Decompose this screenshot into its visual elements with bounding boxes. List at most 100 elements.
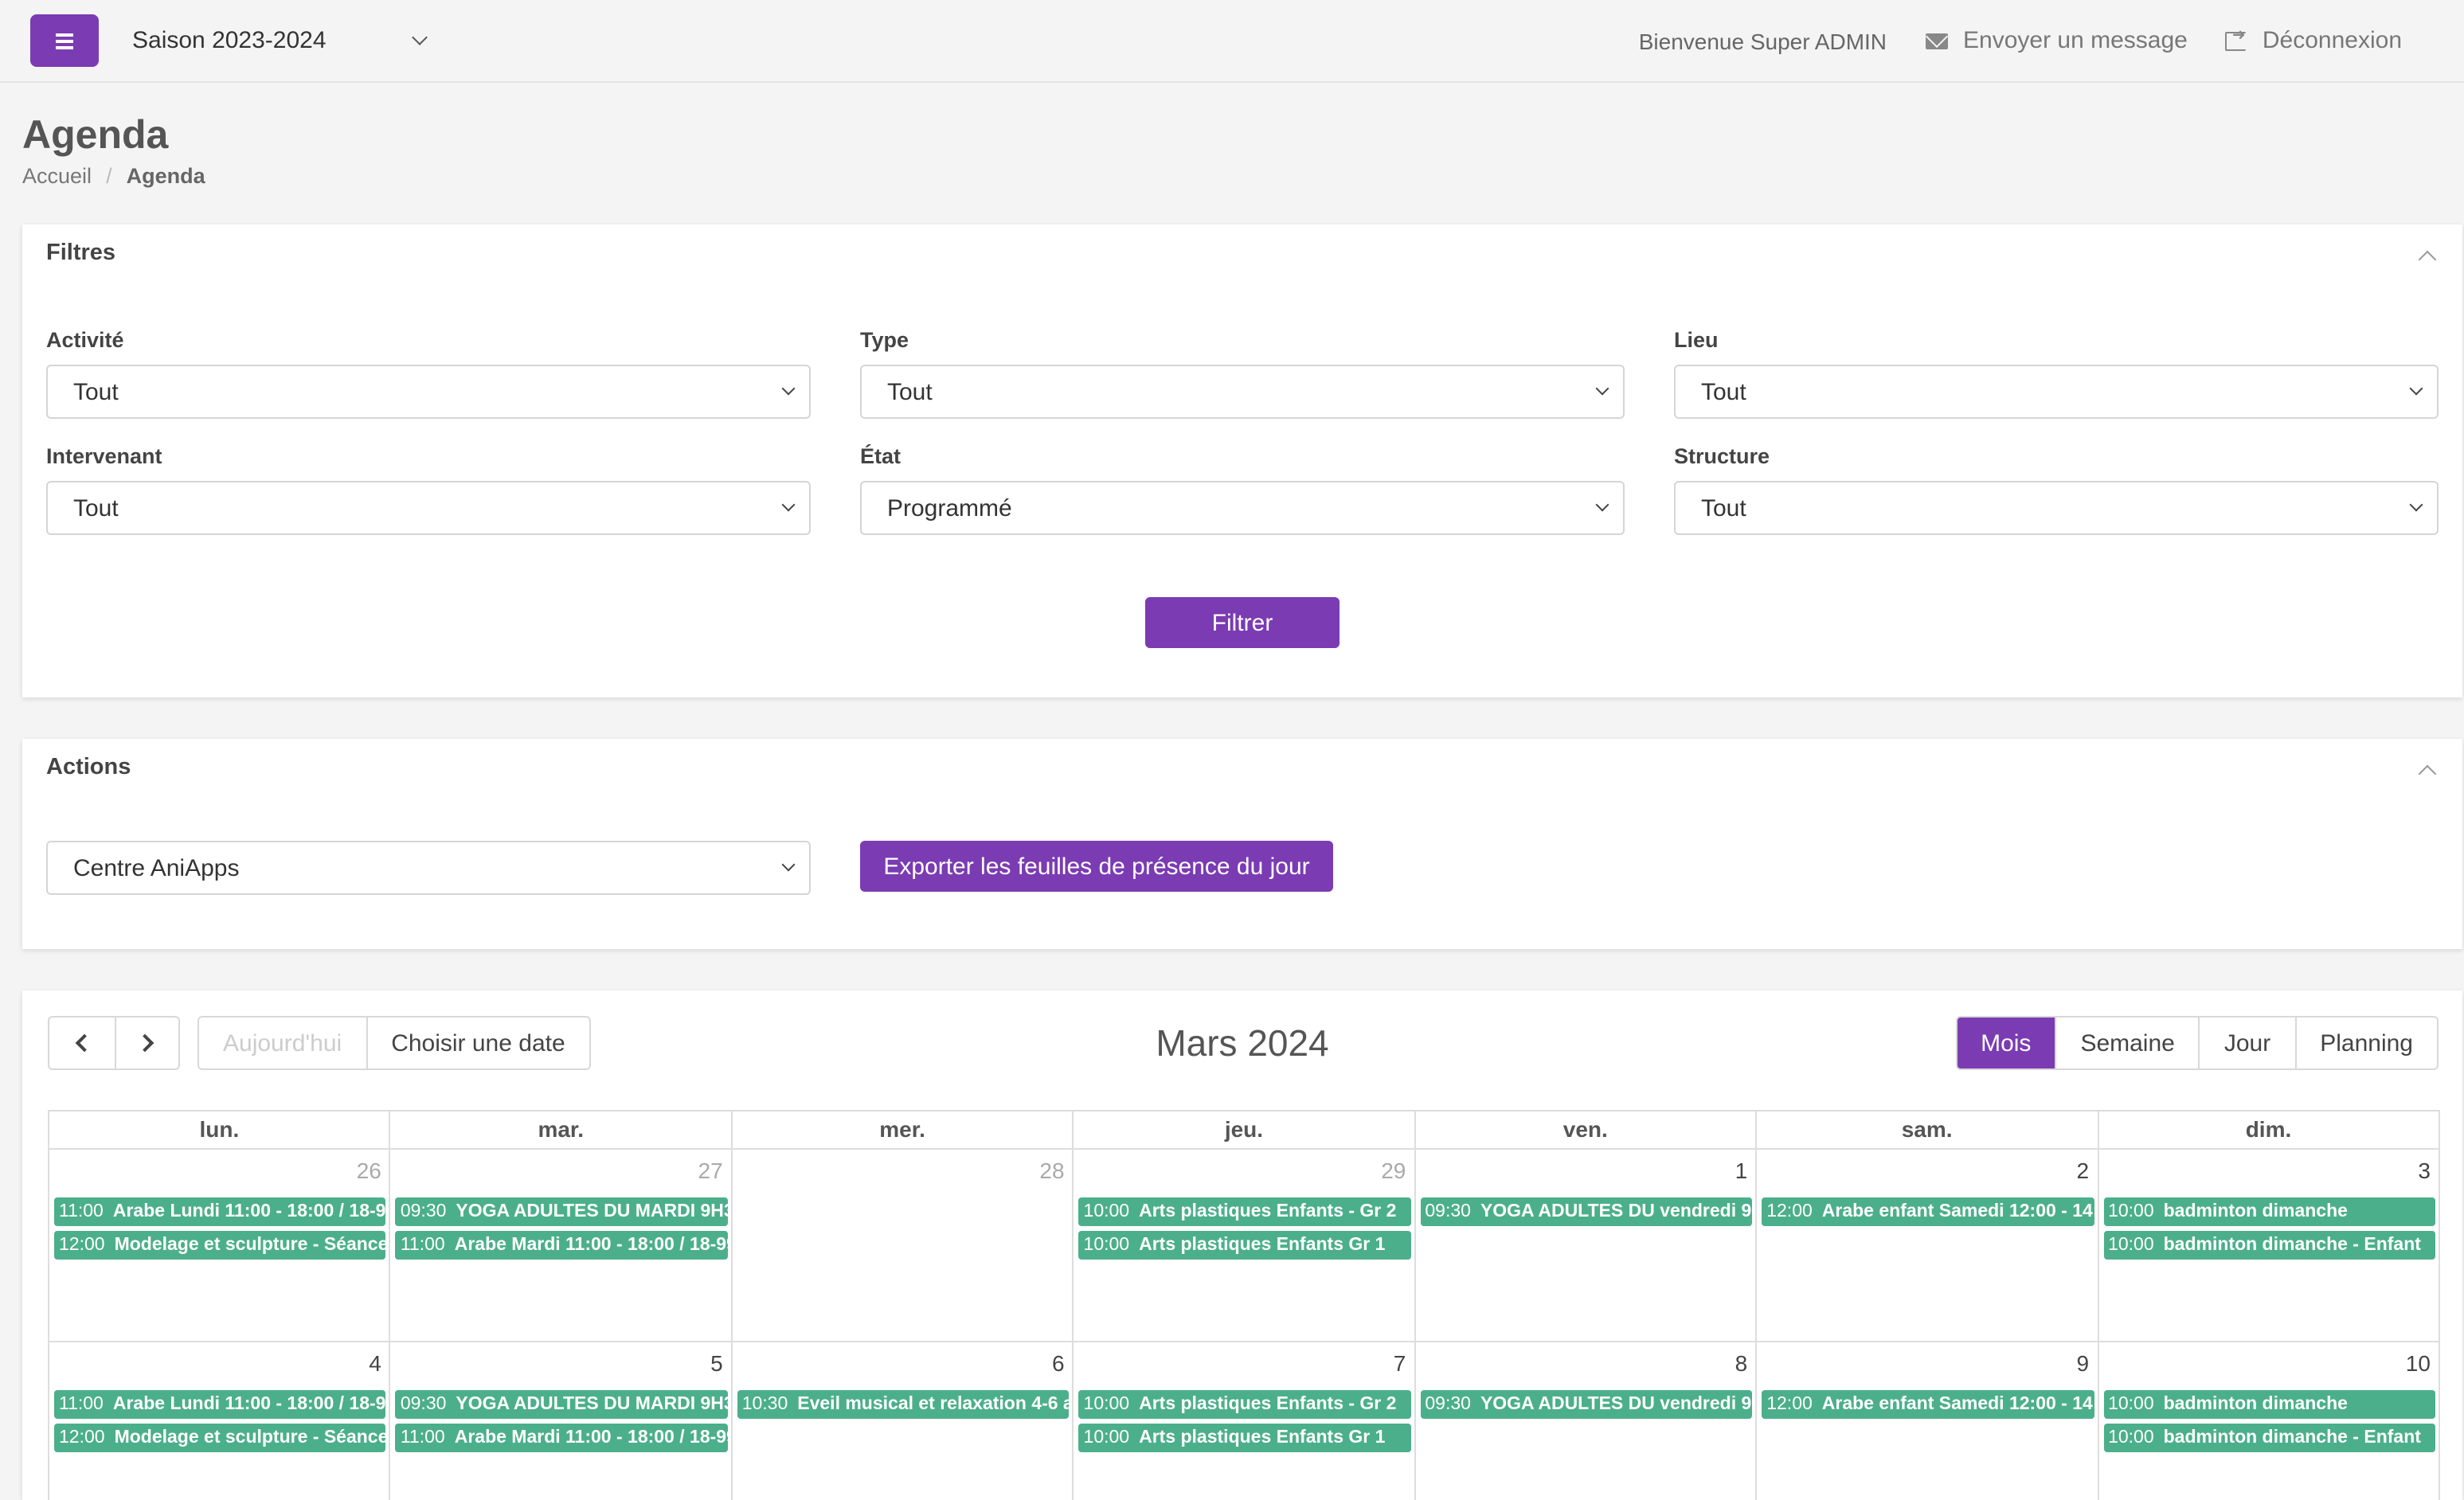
calendar-event[interactable]: 11:00 Arabe Mardi 11:00 - 18:00 / 18-99: [395, 1424, 728, 1452]
calendar-event[interactable]: 12:00 Modelage et sculpture - Séance: [54, 1424, 386, 1452]
calendar-day-cell[interactable]: 2 12:00 Arabe enfant Samedi 12:00 - 14:00: [1757, 1150, 2099, 1341]
event-time: 09:30: [400, 1202, 447, 1221]
welcome-text: Bienvenue Super ADMIN: [1638, 28, 1887, 53]
export-attendance-button[interactable]: Exporter les feuilles de présence du jou…: [860, 841, 1333, 892]
breadcrumb: Accueil / Agenda: [22, 164, 205, 188]
calendar-day-cell[interactable]: 7 10:00 Arts plastiques Enfants - Gr 2 10:0…: [1074, 1342, 1416, 1500]
calendar-event[interactable]: 09:30 YOGA ADULTES DU MARDI 9H30: [395, 1390, 728, 1419]
day-number[interactable]: 27: [698, 1158, 723, 1183]
calendar-day-cell[interactable]: 10 10:00 badminton dimanche 10:00 badminton …: [2098, 1342, 2440, 1500]
day-number[interactable]: 28: [1039, 1158, 1065, 1183]
day-number[interactable]: 8: [1735, 1350, 1748, 1376]
day-number[interactable]: 9: [2076, 1350, 2090, 1376]
calendar-event[interactable]: 12:00 Modelage et sculpture - Séance: [54, 1231, 386, 1260]
calendar-event[interactable]: 11:00 Arabe Lundi 11:00 - 18:00 / 18-99: [54, 1197, 386, 1226]
today-button[interactable]: Aujourd'hui: [199, 1018, 368, 1068]
next-month-button[interactable]: [114, 1018, 178, 1068]
event-time: 10:00: [2108, 1395, 2154, 1414]
calendar-day-cell[interactable]: 26 11:00 Arabe Lundi 11:00 - 18:00 / 18-99…: [49, 1150, 391, 1341]
event-time: 10:00: [2108, 1202, 2154, 1221]
calendar-event[interactable]: 09:30 YOGA ADULTES DU MARDI 9H30: [395, 1197, 728, 1226]
view-month-button[interactable]: Mois: [1957, 1018, 2055, 1068]
event-time: 11:00: [59, 1202, 104, 1221]
month-grid: lun. mar. mer. jeu. ven. sam. dim. 26 11:…: [48, 1110, 2440, 1500]
calendar-day-cell[interactable]: 9 12:00 Arabe enfant Samedi 12:00 - 14:00: [1757, 1342, 2099, 1500]
centre-select[interactable]: Centre AniApps: [46, 841, 811, 895]
logout-link[interactable]: Déconnexion: [2225, 26, 2402, 54]
event-title: Arts plastiques Enfants - Gr 2: [1139, 1202, 1397, 1221]
day-number[interactable]: 5: [710, 1350, 723, 1376]
calendar-title: Mars 2024: [1156, 1022, 1329, 1064]
structure-label: Structure: [1674, 444, 1770, 468]
calendar-day-cell[interactable]: 27 09:30 YOGA ADULTES DU MARDI 9H30 11:00 Ar…: [391, 1150, 733, 1341]
envelope-icon: [1925, 33, 1948, 49]
weekday-label: sam.: [1757, 1111, 2099, 1148]
season-selector[interactable]: Saison 2023-2024: [132, 27, 428, 54]
calendar-day-cell[interactable]: 6 10:30 Eveil musical et relaxation 4-6 an…: [733, 1342, 1074, 1500]
calendar-day-cell[interactable]: 3 10:00 badminton dimanche 10:00 badminton d…: [2098, 1150, 2440, 1341]
calendar-day-cell[interactable]: 29 10:00 Arts plastiques Enfants - Gr 2 10:…: [1074, 1150, 1416, 1341]
view-week-button[interactable]: Semaine: [2055, 1018, 2198, 1068]
view-day-button[interactable]: Jour: [2198, 1018, 2294, 1068]
calendar-event[interactable]: 10:00 badminton dimanche - Enfant: [2103, 1231, 2435, 1260]
calendar-event[interactable]: 10:30 Eveil musical et relaxation 4-6 ans: [737, 1390, 1070, 1419]
calendar-day-cell[interactable]: 4 11:00 Arabe Lundi 11:00 - 18:00 / 18-99 1…: [49, 1342, 391, 1500]
pick-date-button[interactable]: Choisir une date: [391, 1029, 565, 1057]
sign-out-icon: [2225, 26, 2247, 50]
collapse-icon[interactable]: [2418, 764, 2437, 783]
chevron-down-icon: [2409, 381, 2423, 396]
calendar-event[interactable]: 09:30 YOGA ADULTES DU vendredi 9H30: [1420, 1197, 1753, 1226]
event-title: YOGA ADULTES DU MARDI 9H30: [456, 1202, 728, 1221]
menu-toggle-button[interactable]: [30, 14, 99, 67]
calendar-event[interactable]: 10:00 badminton dimanche: [2103, 1390, 2435, 1419]
collapse-icon[interactable]: [2418, 250, 2437, 269]
activite-select[interactable]: Tout: [46, 365, 811, 419]
calendar-event[interactable]: 10:00 badminton dimanche: [2103, 1197, 2435, 1226]
view-planning-button[interactable]: Planning: [2294, 1018, 2437, 1068]
event-title: Modelage et sculpture - Séance: [114, 1428, 386, 1447]
view-switcher: Mois Semaine Jour Planning: [1955, 1016, 2439, 1070]
calendar-day-cell[interactable]: 5 09:30 YOGA ADULTES DU MARDI 9H30 11:00 Ara…: [391, 1342, 733, 1500]
intervenant-select[interactable]: Tout: [46, 481, 811, 535]
day-number[interactable]: 6: [1051, 1350, 1065, 1376]
calendar-week: 4 11:00 Arabe Lundi 11:00 - 18:00 / 18-99 1…: [49, 1342, 2440, 1500]
day-number[interactable]: 4: [369, 1350, 381, 1376]
structure-select[interactable]: Tout: [1674, 481, 2439, 535]
calendar-event[interactable]: 11:00 Arabe Lundi 11:00 - 18:00 / 18-99: [54, 1390, 386, 1419]
actions-panel: Actions Centre AniApps Exporter les feui…: [22, 739, 2462, 949]
calendar-event[interactable]: 10:00 Arts plastiques Enfants - Gr 2: [1078, 1390, 1411, 1419]
activite-label: Activité: [46, 328, 124, 352]
breadcrumb-home[interactable]: Accueil: [22, 164, 92, 188]
event-time: 09:30: [1425, 1395, 1471, 1414]
lieu-select[interactable]: Tout: [1674, 365, 2439, 419]
calendar-event[interactable]: 12:00 Arabe enfant Samedi 12:00 - 14:00: [1762, 1197, 2094, 1226]
calendar-event[interactable]: 10:00 badminton dimanche - Enfant: [2103, 1424, 2435, 1452]
calendar-event[interactable]: 12:00 Arabe enfant Samedi 12:00 - 14:00: [1762, 1390, 2094, 1419]
calendar-event[interactable]: 10:00 Arts plastiques Enfants - Gr 2: [1078, 1197, 1411, 1226]
date-controls: Aujourd'hui Choisir une date: [198, 1016, 591, 1070]
type-select[interactable]: Tout: [860, 365, 1625, 419]
event-title: Arabe enfant Samedi 12:00 - 14:00: [1821, 1202, 2094, 1221]
day-number[interactable]: 2: [2076, 1158, 2090, 1183]
breadcrumb-separator: /: [106, 164, 112, 188]
etat-select[interactable]: Programmé: [860, 481, 1625, 535]
event-time: 12:00: [59, 1236, 105, 1255]
calendar-day-cell[interactable]: 1 09:30 YOGA ADULTES DU vendredi 9H30: [1415, 1150, 1758, 1341]
day-number[interactable]: 3: [2418, 1158, 2431, 1183]
event-time: 10:00: [2108, 1428, 2154, 1447]
event-time: 10:00: [1083, 1202, 1130, 1221]
calendar-day-cell[interactable]: 28: [733, 1150, 1074, 1341]
day-number[interactable]: 1: [1735, 1158, 1748, 1183]
type-label: Type: [860, 328, 909, 352]
calendar-event[interactable]: 10:00 Arts plastiques Enfants Gr 1: [1078, 1424, 1411, 1452]
calendar-day-cell[interactable]: 8 09:30 YOGA ADULTES DU vendredi 9H30: [1415, 1342, 1758, 1500]
day-number[interactable]: 10: [2405, 1350, 2431, 1376]
calendar-event[interactable]: 10:00 Arts plastiques Enfants Gr 1: [1078, 1231, 1411, 1260]
send-message-link[interactable]: Envoyer un message: [1925, 27, 2188, 54]
filter-button[interactable]: Filtrer: [1145, 597, 1340, 648]
day-number[interactable]: 7: [1393, 1350, 1406, 1376]
calendar-event[interactable]: 09:30 YOGA ADULTES DU vendredi 9H30: [1420, 1390, 1753, 1419]
calendar-event[interactable]: 11:00 Arabe Mardi 11:00 - 18:00 / 18-99: [395, 1231, 728, 1260]
day-number[interactable]: 29: [1381, 1158, 1406, 1183]
day-number[interactable]: 26: [356, 1158, 381, 1183]
